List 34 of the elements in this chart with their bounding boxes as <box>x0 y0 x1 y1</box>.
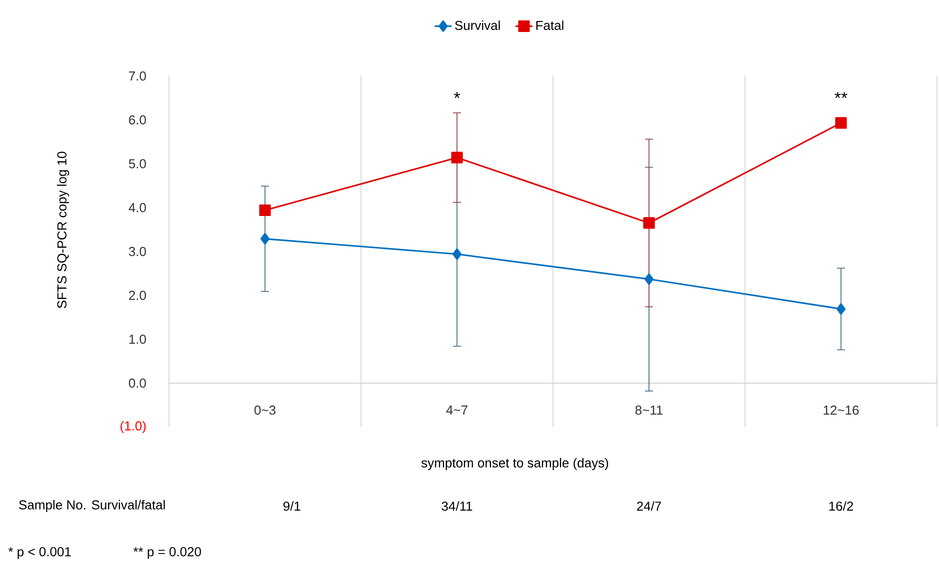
point <box>643 217 655 229</box>
y-tick-label: 3.0 <box>128 246 146 256</box>
x-tick-label: 0~3 <box>254 406 276 415</box>
text: Sample No. Survival/fatal <box>19 500 165 512</box>
y-tick-label: 7.0 <box>129 71 146 81</box>
y-tick-label: (1.0) <box>120 420 146 434</box>
text: ** p = 0.020 <box>133 547 201 559</box>
text: * p < 0.001 <box>8 547 71 559</box>
point <box>451 152 463 164</box>
y-tick-label: 4.0 <box>128 203 146 212</box>
point <box>259 204 271 216</box>
text: 34/11 <box>442 501 472 511</box>
text: 24/7 <box>637 501 661 511</box>
point <box>452 248 462 260</box>
legend-label: Fatal <box>536 20 564 30</box>
annotation: ** <box>834 92 848 98</box>
point <box>260 232 270 245</box>
text: 16/2 <box>829 501 853 511</box>
x-tick-label: 12~16 <box>824 406 859 415</box>
x-axis-title: symptom onset to sample (days) <box>421 458 608 470</box>
point <box>644 273 654 285</box>
y-tick-label: 6.0 <box>129 115 146 124</box>
annotation: * <box>454 92 460 98</box>
y-tick-label: 2.0 <box>129 290 146 300</box>
x-tick-label: 8~11 <box>635 406 663 415</box>
point <box>836 303 846 315</box>
x-tick-label: 4~7 <box>446 406 468 414</box>
y-axis-title: SFTS SQ-PCR copy log 10 <box>56 152 70 308</box>
y-tick-label: 0.0 <box>128 378 146 388</box>
point <box>835 117 847 129</box>
text: 9/1 <box>283 501 300 511</box>
y-tick-label: 5.0 <box>128 159 146 168</box>
y-tick-label: 1.0 <box>129 334 146 344</box>
legend-label: Survival <box>455 20 500 30</box>
